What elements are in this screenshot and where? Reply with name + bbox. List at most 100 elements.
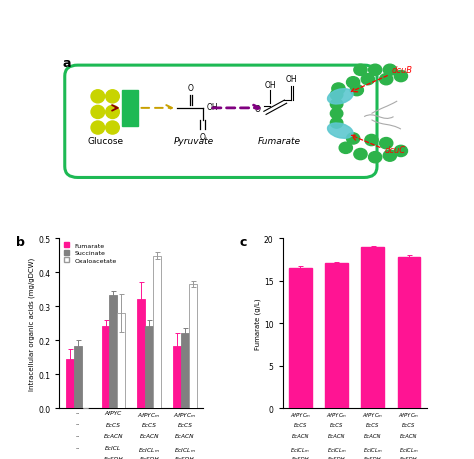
Ellipse shape <box>106 106 119 119</box>
Text: AfPYC$_{m}$: AfPYC$_{m}$ <box>398 410 419 419</box>
Text: --: -- <box>75 456 80 459</box>
Bar <box>66 359 73 409</box>
Ellipse shape <box>106 122 119 135</box>
Text: dcuB: dcuB <box>392 66 413 75</box>
Text: EcSDH: EcSDH <box>139 456 159 459</box>
Circle shape <box>330 90 343 101</box>
Text: c: c <box>239 235 246 248</box>
Ellipse shape <box>106 90 119 104</box>
Bar <box>73 346 82 409</box>
Text: --: -- <box>75 422 80 427</box>
Circle shape <box>380 138 393 150</box>
Circle shape <box>330 100 343 110</box>
Circle shape <box>383 151 396 162</box>
Y-axis label: Fumarate (g/L): Fumarate (g/L) <box>255 298 261 349</box>
Text: dcuC: dcuC <box>384 146 405 155</box>
Circle shape <box>380 74 393 85</box>
Circle shape <box>369 65 382 76</box>
Text: EcCS: EcCS <box>402 422 416 427</box>
Bar <box>173 347 181 409</box>
Text: EcACN: EcACN <box>292 433 309 438</box>
Text: EcACN: EcACN <box>175 433 195 438</box>
Text: EcSDH: EcSDH <box>104 456 123 459</box>
Text: AfPYC: AfPYC <box>105 410 122 415</box>
Text: EcSDH: EcSDH <box>364 456 382 459</box>
Text: OH: OH <box>207 103 218 112</box>
Bar <box>153 256 161 409</box>
Bar <box>181 333 189 409</box>
Text: EcACN: EcACN <box>400 433 418 438</box>
Text: Fumarate: Fumarate <box>258 137 301 146</box>
Text: EcACN: EcACN <box>364 433 382 438</box>
Text: EcICL$_{m}$: EcICL$_{m}$ <box>174 445 196 454</box>
Text: O: O <box>255 105 261 113</box>
Bar <box>362 248 384 409</box>
Circle shape <box>330 109 343 119</box>
Text: O: O <box>188 84 194 93</box>
Text: --: -- <box>75 410 80 415</box>
Text: OH: OH <box>286 75 298 84</box>
Bar <box>289 268 311 409</box>
Text: O: O <box>200 133 205 142</box>
Text: OH: OH <box>264 80 276 90</box>
Bar <box>137 300 145 409</box>
Bar <box>325 263 348 409</box>
Bar <box>398 257 420 409</box>
Text: EcSDH: EcSDH <box>328 456 345 459</box>
Text: AfPYC$_{m}$: AfPYC$_{m}$ <box>137 410 161 419</box>
Text: EcCS: EcCS <box>330 422 343 427</box>
Text: b: b <box>16 235 25 248</box>
Circle shape <box>354 149 367 160</box>
Circle shape <box>361 74 374 85</box>
Circle shape <box>346 78 360 89</box>
Bar <box>122 91 138 127</box>
Bar <box>145 326 153 409</box>
Circle shape <box>369 152 382 163</box>
Text: AfPYC$_{m}$: AfPYC$_{m}$ <box>290 410 311 419</box>
Bar <box>189 285 197 409</box>
Text: EcCS: EcCS <box>293 422 307 427</box>
Legend: Fumarate, Succinate, Oxaloacetate: Fumarate, Succinate, Oxaloacetate <box>63 241 118 264</box>
Text: a: a <box>63 56 72 69</box>
Text: EcCS: EcCS <box>366 422 379 427</box>
Text: Glucose: Glucose <box>87 137 123 146</box>
Text: EcACN: EcACN <box>139 433 159 438</box>
Circle shape <box>365 135 378 146</box>
Text: EcICL$_{m}$: EcICL$_{m}$ <box>363 445 383 454</box>
Text: EcICL$_{m}$: EcICL$_{m}$ <box>138 445 160 454</box>
Text: EcSDH: EcSDH <box>175 456 195 459</box>
Circle shape <box>332 84 345 95</box>
Text: EcCS: EcCS <box>177 422 192 427</box>
Text: EcICL$_{m}$: EcICL$_{m}$ <box>399 445 419 454</box>
Text: EcACN: EcACN <box>328 433 345 438</box>
Circle shape <box>383 65 396 76</box>
Text: EcICL: EcICL <box>105 445 121 450</box>
Text: AfPYC$_{m}$: AfPYC$_{m}$ <box>173 410 197 419</box>
Y-axis label: Intracellular organic acids (mg/gDCW): Intracellular organic acids (mg/gDCW) <box>29 257 36 390</box>
Ellipse shape <box>91 106 105 119</box>
Ellipse shape <box>328 124 353 139</box>
Text: EcSDH: EcSDH <box>292 456 309 459</box>
Text: --: -- <box>75 445 80 450</box>
Bar <box>118 313 125 409</box>
Ellipse shape <box>328 90 353 105</box>
Text: AfPYC$_{m}$: AfPYC$_{m}$ <box>362 410 383 419</box>
Circle shape <box>354 65 367 76</box>
Text: AfPYC$_{m}$: AfPYC$_{m}$ <box>326 410 347 419</box>
Ellipse shape <box>91 90 105 104</box>
Text: Pyruvate: Pyruvate <box>173 137 213 146</box>
Circle shape <box>394 146 408 157</box>
Bar <box>101 326 109 409</box>
Text: EcICL$_{m}$: EcICL$_{m}$ <box>291 445 310 454</box>
FancyBboxPatch shape <box>65 66 377 178</box>
Text: EcICL$_{m}$: EcICL$_{m}$ <box>327 445 346 454</box>
Text: --: -- <box>75 433 80 438</box>
Circle shape <box>339 143 352 154</box>
Circle shape <box>350 85 364 96</box>
Text: EcACN: EcACN <box>104 433 123 438</box>
Circle shape <box>346 134 360 145</box>
Bar <box>109 295 118 409</box>
Text: EcSDH: EcSDH <box>400 456 418 459</box>
Circle shape <box>394 71 408 83</box>
Text: EcCS: EcCS <box>142 422 157 427</box>
